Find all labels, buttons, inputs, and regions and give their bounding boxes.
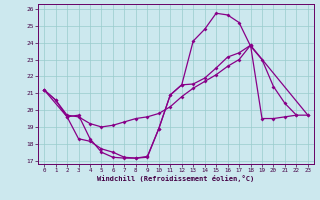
X-axis label: Windchill (Refroidissement éolien,°C): Windchill (Refroidissement éolien,°C)	[97, 175, 255, 182]
